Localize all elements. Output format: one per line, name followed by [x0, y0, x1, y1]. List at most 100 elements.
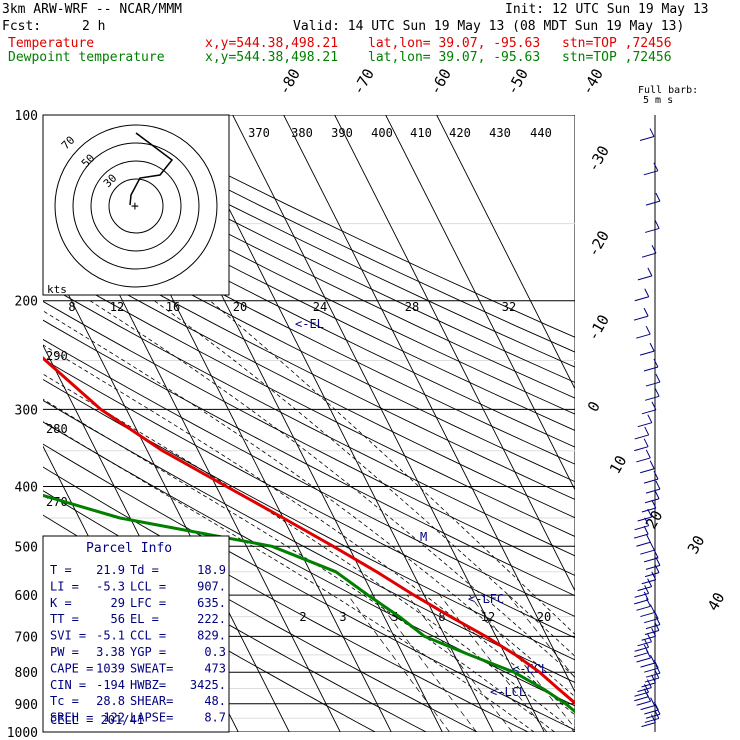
wind-barb-flag [647, 578, 653, 587]
pressure-tick-label: 600 [15, 589, 38, 604]
wind-barb-flag [650, 697, 656, 706]
dry-adiabat-line [43, 282, 575, 557]
dry-adiabat-line [43, 319, 575, 597]
parcel-row-value-left: -5.3 [96, 579, 125, 593]
wind-barb-flag [654, 622, 660, 631]
wind-barb [645, 381, 661, 387]
parcel-row-value-right: 3425. [190, 678, 226, 692]
temperature-legend: Temperature [8, 36, 95, 51]
theta-label: 390 [331, 126, 353, 140]
hodograph-ring [72, 142, 200, 270]
wind-barb [634, 599, 649, 605]
wind-barb [644, 618, 659, 624]
wind-barb-flag [644, 639, 650, 648]
dry-adiabat-line [43, 135, 575, 399]
mixing-ratio-lower-label: 5 [391, 610, 398, 624]
pressure-tick-label: 400 [15, 480, 38, 495]
temperature-tick-label: 40 [704, 589, 729, 614]
parcel-row-label-right: LCL = [130, 579, 166, 593]
parcel-row-value-right: 48. [204, 694, 226, 708]
theta-label: 400 [371, 126, 393, 140]
parcel-row-value-right: 0.3 [204, 645, 226, 659]
wind-barb [641, 682, 656, 688]
sounding-series [43, 356, 575, 714]
wind-barb [634, 652, 649, 658]
temperature-line [43, 356, 575, 706]
parcel-row-value-right: 18.9 [197, 563, 226, 577]
dewpoint-legend: Dewpoint temperature [8, 50, 165, 65]
temperature-latlon: lat,lon= 39.07, -95.63 [368, 36, 541, 51]
wind-barb [645, 227, 660, 233]
parcel-row-label-right: CCL = [130, 629, 166, 643]
dry-adiabat-line [43, 166, 575, 431]
wind-barb-flag [643, 525, 649, 535]
wind-barb-flag [651, 674, 656, 684]
dry-adiabat-line [43, 197, 575, 465]
theta-label: 380 [291, 126, 313, 140]
temperature-tick-label: -80 [275, 66, 304, 98]
wind-barb-flag [649, 541, 655, 551]
dewpoint-station: stn=TOP ,72456 [562, 50, 672, 65]
isotherm-line [283, 115, 575, 693]
temperature-tick-label: -70 [349, 66, 378, 98]
wind-barb [637, 516, 652, 522]
parcel-row-value-left: 28.8 [96, 694, 125, 708]
mixing-ratio-upper-label: 28 [405, 300, 419, 314]
wind-barb [634, 296, 649, 302]
wind-barb [637, 586, 652, 592]
wind-barb [640, 705, 655, 711]
wind-barb-flag [646, 693, 652, 702]
theta-label: 420 [449, 126, 471, 140]
parcel-info-title: Parcel Info [86, 541, 172, 556]
parcel-row-value-left: 29 [111, 596, 125, 610]
pressure-tick-label: 200 [15, 295, 38, 310]
model-title: 3km ARW-WRF -- NCAR/MMM [2, 2, 183, 17]
wind-barb [639, 350, 655, 356]
init-time: Init: 12 UTC Sun 19 May 13 [505, 2, 709, 17]
wind-barb-flag [654, 220, 660, 229]
temperature-tick-label: -40 [578, 66, 607, 98]
wind-barb [637, 641, 652, 647]
isotherm-line [436, 115, 575, 390]
theta-label: 370 [248, 126, 270, 140]
barb-legend-line1: Full barb: [638, 85, 698, 96]
theta-label: 410 [410, 126, 432, 140]
wind-barb [636, 657, 651, 663]
parcel-row-label-right: YGP = [130, 645, 166, 659]
dewpoint-xy: x,y=544.38,498.21 [205, 50, 339, 65]
wind-barb [640, 468, 655, 474]
wind-barb [637, 275, 653, 281]
wind-barb-flag [649, 128, 655, 137]
parcel-row-label-left: K = [50, 596, 72, 610]
valid-time: Valid: 14 UTC Sun 19 May 13 (08 MDT Sun … [293, 19, 685, 34]
barb-legend-line2: 5 m s [643, 95, 673, 106]
parcel-row-value-left: 122 [103, 711, 125, 725]
dry-adiabat-line [43, 264, 575, 538]
parcel-row-label-left: CAPE = [50, 661, 93, 675]
mixing-ratio-lower-label: 20 [537, 610, 551, 624]
isotherm-line [334, 115, 575, 592]
temperature-tick-label: -50 [503, 66, 532, 98]
dry-adiabat-line [43, 150, 575, 415]
wind-barb [645, 672, 661, 678]
wind-barb [633, 315, 649, 321]
wind-barb-flag [651, 499, 657, 509]
wind-barb [641, 252, 657, 258]
wind-barb [643, 170, 659, 176]
wind-barb [633, 446, 649, 452]
wind-barb-flag [651, 401, 657, 411]
wind-barb-flag [655, 373, 661, 383]
mixing-ratio-line [507, 594, 575, 679]
dry-adiabat-line [43, 443, 575, 731]
wind-barb [641, 409, 657, 415]
dry-adiabat-line [43, 421, 575, 707]
wind-barb-flag [655, 706, 661, 715]
temperature-tick-label: 30 [684, 532, 709, 557]
theta-label: 430 [489, 126, 511, 140]
theta-e-label: 290 [46, 349, 68, 363]
parcel-row-label-right: LAPSE= [130, 711, 173, 725]
wind-barb-flag [653, 549, 659, 559]
parcel-row-label-left: TT = [50, 612, 79, 626]
parcel-row-value-left: -194 [96, 678, 125, 692]
wind-barb-flag [647, 267, 653, 277]
